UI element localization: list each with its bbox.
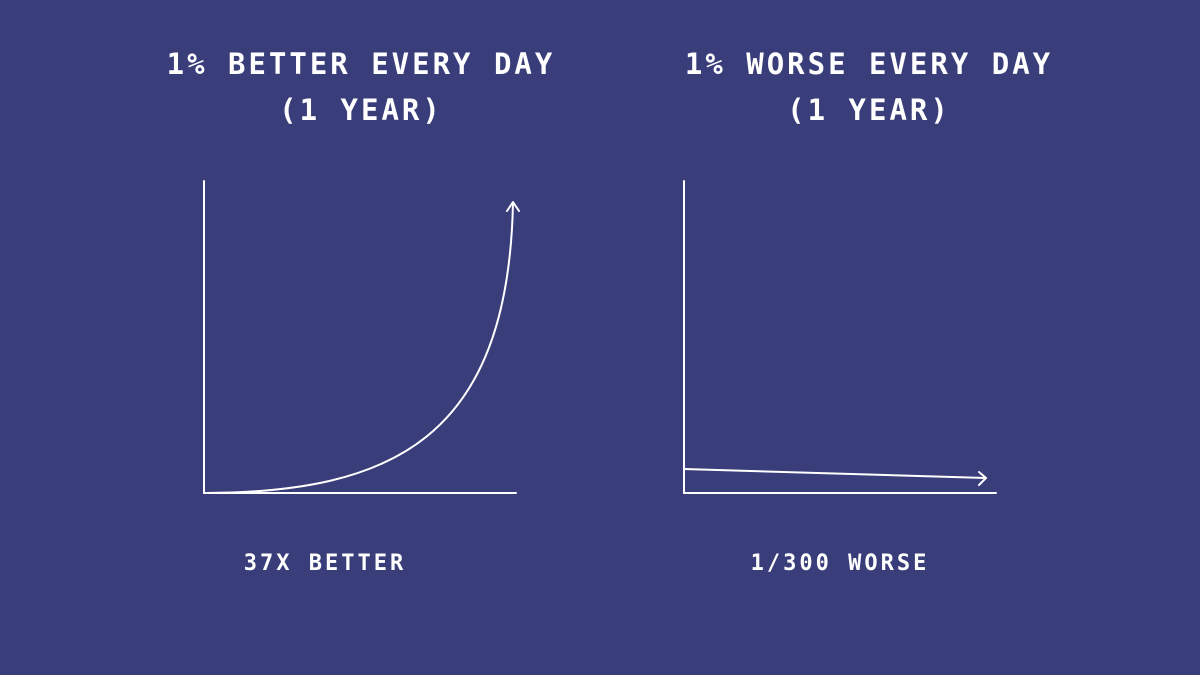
decline-line — [683, 468, 987, 479]
panel-title: (1 YEAR) — [279, 93, 443, 127]
panel-title: (1 YEAR) — [787, 93, 951, 127]
panel-caption: 1/300 WORSE — [751, 551, 930, 576]
panel-title: 1% BETTER EVERY DAY — [167, 47, 556, 81]
growth-curve — [205, 202, 514, 494]
panel-worse: 1% WORSE EVERY DAY (1 YEAR) 1/300 WORSE — [683, 47, 1053, 576]
panel-better: 1% BETTER EVERY DAY (1 YEAR) 37X BETTER — [167, 47, 556, 576]
arrowhead — [978, 471, 987, 486]
arrowhead — [506, 201, 520, 212]
panel-caption: 37X BETTER — [244, 551, 406, 576]
panel-title: 1% WORSE EVERY DAY — [685, 47, 1053, 81]
